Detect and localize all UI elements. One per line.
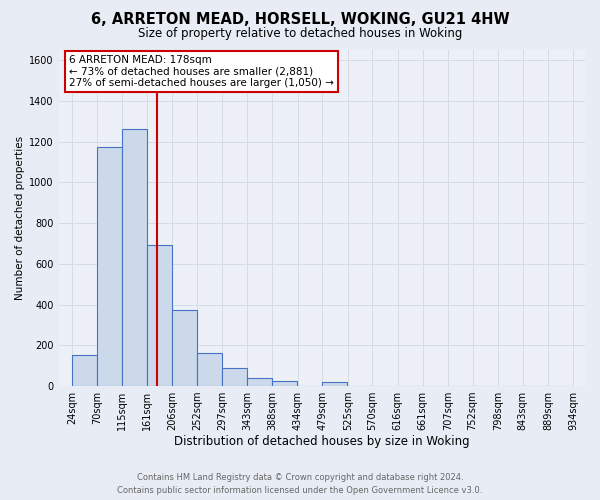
Bar <box>272 381 297 386</box>
Bar <box>322 382 347 386</box>
Text: Size of property relative to detached houses in Woking: Size of property relative to detached ho… <box>138 28 462 40</box>
Bar <box>222 368 247 386</box>
Bar <box>72 356 97 386</box>
Text: 6 ARRETON MEAD: 178sqm
← 73% of detached houses are smaller (2,881)
27% of semi-: 6 ARRETON MEAD: 178sqm ← 73% of detached… <box>69 55 334 88</box>
Y-axis label: Number of detached properties: Number of detached properties <box>15 136 25 300</box>
Text: Contains HM Land Registry data © Crown copyright and database right 2024.
Contai: Contains HM Land Registry data © Crown c… <box>118 474 482 495</box>
Text: 6, ARRETON MEAD, HORSELL, WOKING, GU21 4HW: 6, ARRETON MEAD, HORSELL, WOKING, GU21 4… <box>91 12 509 28</box>
Bar <box>197 354 222 386</box>
Bar <box>247 378 272 386</box>
Bar <box>122 130 147 386</box>
Bar <box>172 310 197 386</box>
Bar <box>97 146 122 386</box>
Bar <box>147 246 172 386</box>
X-axis label: Distribution of detached houses by size in Woking: Distribution of detached houses by size … <box>174 434 470 448</box>
